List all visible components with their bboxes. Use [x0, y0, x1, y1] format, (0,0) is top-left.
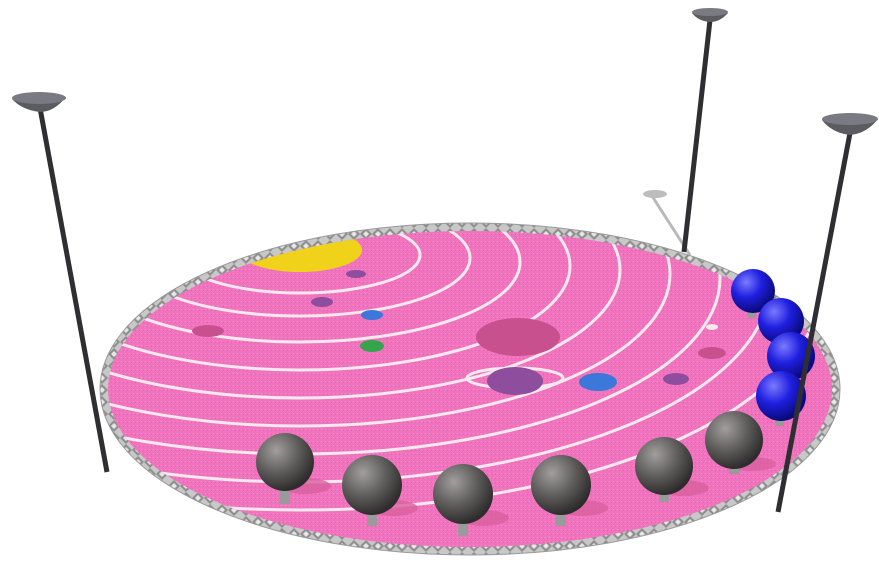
grey-seat: [433, 464, 493, 536]
planet-venus: [311, 297, 333, 307]
shadow-left: [192, 325, 224, 337]
lamp-post-left: [12, 92, 110, 473]
lamp-post-right: [775, 113, 878, 513]
planet-mars: [360, 340, 384, 352]
planets: [192, 270, 726, 395]
planet-uranus: [579, 373, 617, 391]
grey-seat: [705, 411, 763, 474]
planet-neptune: [663, 373, 689, 385]
lamp-post-center: [681, 8, 728, 253]
grey-seat: [531, 455, 591, 526]
grey-seat: [342, 455, 402, 526]
blue-seat: [731, 269, 775, 318]
blue-seat: [756, 371, 806, 426]
planet-jupiter: [476, 318, 560, 356]
shadow-right: [698, 347, 726, 359]
planet-earth: [361, 310, 383, 320]
planet-saturn: [487, 367, 543, 395]
grey-seat: [256, 433, 314, 504]
grey-seat: [635, 437, 693, 502]
grey-seats: [256, 411, 763, 536]
planet-pluto: [706, 324, 718, 330]
planet-mercury: [346, 270, 366, 278]
